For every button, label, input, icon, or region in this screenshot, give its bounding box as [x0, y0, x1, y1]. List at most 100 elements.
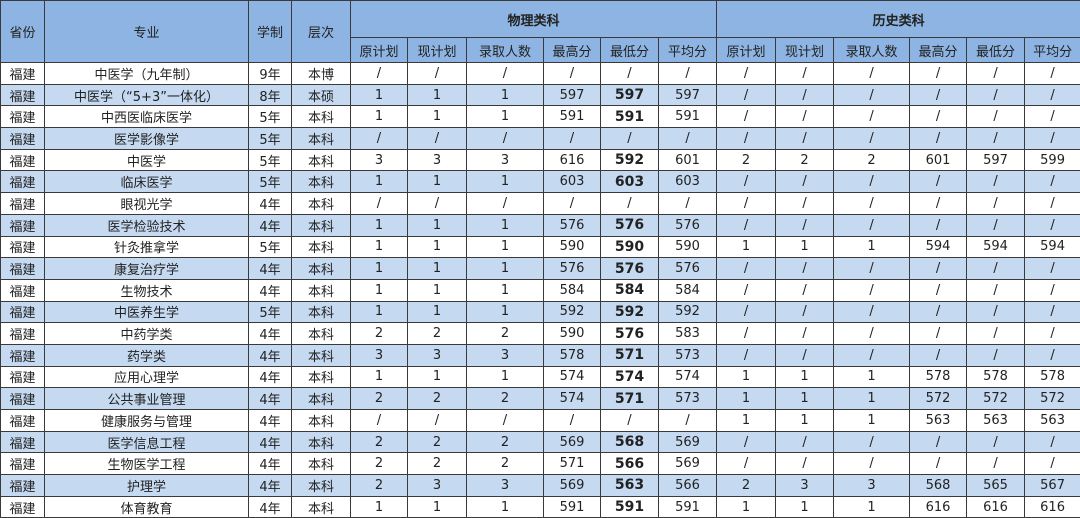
cell-history-plan-current: 3 [775, 474, 835, 497]
cell-history-min-score: 572 [966, 387, 1026, 410]
cell-history-max-score: 563 [909, 409, 968, 432]
cell-physics-min-score: / [600, 62, 659, 85]
cell-physics-plan-original: 2 [350, 322, 408, 345]
header-history-avg-score: 平均分 [1024, 37, 1080, 63]
cell-history-min-score: 578 [966, 365, 1026, 389]
cell-physics-min-score: 590 [600, 235, 659, 259]
cell-history-admitted-count: / [833, 452, 911, 476]
cell-history-plan-original: 1 [716, 235, 777, 259]
cell-physics-avg-score: 569 [657, 452, 718, 476]
table-body: 福建 中医学（九年制） 9年 本博 / / / / / / / / / / / / 福建 中医学（“5+3”一体化… [0, 62, 1080, 518]
cell-history-plan-current: / [775, 322, 835, 345]
cell-history-plan-original: / [716, 452, 777, 476]
cell-level: 本科 [291, 278, 351, 302]
cell-history-plan-current: 1 [775, 409, 835, 432]
cell-duration: 9年 [248, 62, 292, 85]
table-row: 福建 中西医临床医学 5年 本科 1 1 1 591 591 591// / / / / [0, 105, 1080, 129]
cell-level: 本科 [291, 430, 351, 454]
cell-history-avg-score: / [1024, 213, 1080, 237]
cell-province: 福建 [0, 105, 45, 129]
header-physics-min-score: 最低分 [600, 37, 659, 63]
cell-physics-plan-current: / [407, 409, 467, 432]
cell-physics-plan-current: 2 [407, 452, 467, 476]
cell-major: 医学信息工程 [44, 430, 249, 454]
cell-physics-plan-current: 1 [407, 300, 467, 324]
cell-physics-plan-original: 1 [350, 170, 408, 194]
cell-history-plan-original: / [716, 430, 777, 454]
cell-history-min-score: / [966, 257, 1026, 280]
cell-history-plan-original: / [716, 278, 777, 302]
cell-history-min-score: / [966, 105, 1026, 129]
header-major: 专业 [44, 0, 249, 63]
cell-history-min-score: / [966, 170, 1026, 194]
cell-physics-admitted-count: 1 [466, 213, 544, 237]
cell-history-max-score: / [909, 278, 968, 302]
cell-level: 本科 [291, 387, 351, 410]
cell-major: 公共事业管理 [44, 387, 249, 410]
header-history-admitted-count: 录取人数 [833, 37, 911, 63]
cell-history-admitted-count: / [833, 83, 911, 107]
cell-history-max-score: 568 [909, 474, 968, 497]
cell-history-max-score: / [909, 62, 968, 85]
cell-duration: 4年 [248, 474, 292, 497]
cell-physics-plan-current: 1 [407, 213, 467, 237]
cell-history-plan-current: / [775, 105, 835, 129]
cell-physics-max-score: 578 [543, 343, 601, 367]
cell-physics-max-score: 569 [543, 430, 601, 454]
cell-history-plan-original: / [716, 192, 777, 215]
header-duration: 学制 [248, 0, 292, 63]
cell-physics-plan-current: 1 [407, 170, 467, 194]
cell-history-plan-original: 2 [716, 474, 777, 497]
cell-history-plan-original: / [716, 105, 777, 129]
cell-physics-plan-current: 2 [407, 430, 467, 454]
table-row: 福建 眼视光学 4年 本科 / / / / / / / / / / / / [0, 192, 1080, 215]
cell-physics-avg-score: 601 [657, 148, 718, 172]
cell-province: 福建 [0, 278, 45, 302]
cell-history-plan-original: / [716, 170, 777, 194]
cell-history-admitted-count: / [833, 257, 911, 280]
cell-history-max-score: 572 [909, 387, 968, 410]
cell-history-admitted-count: / [833, 170, 911, 194]
cell-physics-min-score: 591 [600, 105, 659, 129]
cell-major: 体育教育 [44, 495, 249, 518]
cell-history-avg-score: / [1024, 170, 1080, 194]
cell-physics-plan-current: 1 [407, 83, 467, 107]
cell-physics-avg-score: 591 [657, 495, 718, 518]
cell-physics-min-score: 591 [600, 495, 659, 518]
cell-history-avg-score: / [1024, 105, 1080, 129]
table-row: 福建 中药学类 4年 本科 2 2 2 590 576 583// / / / / [0, 322, 1080, 345]
cell-physics-max-score: 591 [543, 105, 601, 129]
cell-physics-admitted-count: 2 [466, 322, 544, 345]
cell-history-admitted-count: 1 [833, 409, 911, 432]
cell-major: 生物技术 [44, 278, 249, 302]
cell-history-admitted-count: 1 [833, 235, 911, 259]
cell-physics-avg-score: 573 [657, 343, 718, 367]
table-row: 福建 康复治疗学 4年 本科 1 1 1 576 576 576// / / / / [0, 257, 1080, 280]
cell-physics-admitted-count: / [466, 127, 544, 150]
cell-level: 本科 [291, 409, 351, 432]
cell-physics-plan-original: 2 [350, 430, 408, 454]
cell-physics-plan-original: / [350, 62, 408, 85]
cell-history-min-score: / [966, 343, 1026, 367]
cell-major: 中医学 [44, 148, 249, 172]
cell-history-min-score: 563 [966, 409, 1026, 432]
table-row: 福建 针灸推拿学 5年 本科 1 1 1 590 590 590 1 1 1 594 594 594 [0, 235, 1080, 259]
cell-major: 眼视光学 [44, 192, 249, 215]
cell-history-avg-score: / [1024, 343, 1080, 367]
cell-history-avg-score: 594 [1024, 235, 1080, 259]
cell-history-max-score: / [909, 430, 968, 454]
cell-physics-avg-score: 603 [657, 170, 718, 194]
cell-physics-plan-current: 2 [407, 322, 467, 345]
cell-physics-min-score: 563 [600, 474, 659, 497]
cell-physics-max-score: 591 [543, 495, 601, 518]
cell-history-admitted-count: 2 [833, 148, 911, 172]
cell-physics-plan-original: 2 [350, 387, 408, 410]
cell-physics-plan-original: 1 [350, 83, 408, 107]
cell-duration: 4年 [248, 365, 292, 389]
cell-physics-avg-score: 583 [657, 322, 718, 345]
cell-history-admitted-count: / [833, 62, 911, 85]
cell-history-max-score: / [909, 170, 968, 194]
cell-major: 药学类 [44, 343, 249, 367]
cell-duration: 5年 [248, 148, 292, 172]
cell-physics-max-score: 576 [543, 213, 601, 237]
